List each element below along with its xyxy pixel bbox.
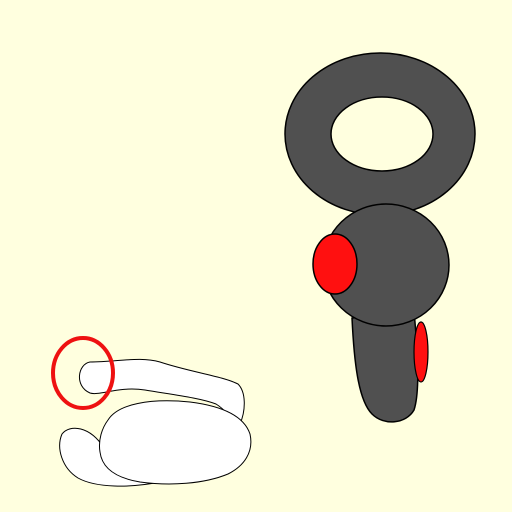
- controller-grip-button[interactable]: [413, 321, 429, 383]
- hand-outline: [59, 358, 252, 487]
- controller-face-button[interactable]: [312, 233, 358, 295]
- vr-controller[interactable]: [284, 52, 476, 423]
- controller-ring-hole: [330, 96, 434, 172]
- highlight-circle: [51, 336, 115, 410]
- hand-fist: [99, 400, 252, 485]
